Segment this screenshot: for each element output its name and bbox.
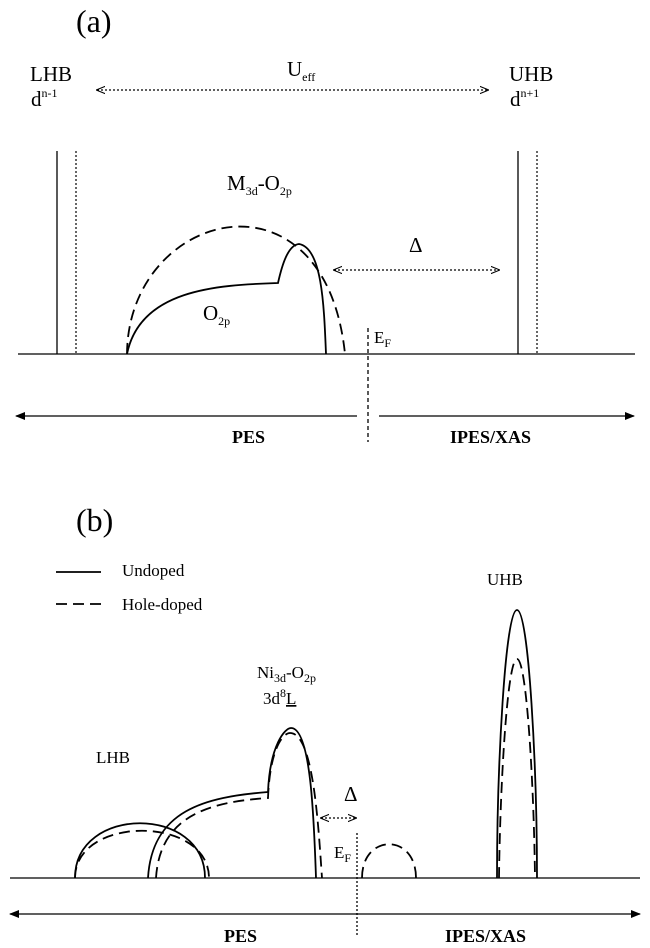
fermi-a-label: EF	[374, 328, 391, 350]
uhb-config: dn+1	[510, 86, 539, 111]
panel-b-label: (b)	[76, 502, 113, 538]
legend: Undoped Hole-doped	[56, 561, 203, 614]
doped-hole-states	[361, 843, 417, 879]
legend-undoped-label: Undoped	[122, 561, 185, 580]
panel-a: (a) LHB dn-1 UHB dn+1 Ueff M3d-O2p Δ O2p…	[15, 3, 635, 447]
nio-band-undoped	[147, 727, 317, 879]
fermi-b-label: EF	[334, 843, 351, 865]
pes-b-label: PES	[224, 926, 257, 946]
ni3d-o2p-label: Ni3d-O2p	[257, 663, 316, 685]
o2p-band-doped	[126, 225, 346, 355]
o2p-band-undoped	[126, 243, 327, 355]
pes-a-label: PES	[232, 427, 265, 447]
lhb-b-label: LHB	[96, 748, 130, 767]
o2p-label: O2p	[203, 301, 230, 328]
ipes-a-label: IPES/XAS	[450, 427, 531, 447]
ligand-hole-label: 3d8L	[263, 686, 296, 708]
panel-a-label: (a)	[76, 3, 112, 39]
lhb-band-doped	[74, 830, 210, 879]
nio-band-doped	[155, 732, 323, 879]
lhb-config: dn-1	[31, 86, 58, 111]
lhb-band-undoped	[74, 822, 206, 879]
lhb-label: LHB	[30, 62, 72, 86]
uhb-label: UHB	[509, 62, 553, 86]
delta-b-label: Δ	[344, 782, 358, 806]
ueff-label: Ueff	[287, 57, 315, 84]
m3d-o2p-label: M3d-O2p	[227, 171, 292, 198]
uhb-b-label: UHB	[487, 570, 523, 589]
ipes-b-label: IPES/XAS	[445, 926, 526, 946]
legend-hole-doped-label: Hole-doped	[122, 595, 203, 614]
uhb-peak-undoped	[496, 609, 538, 879]
uhb-peak-doped	[498, 658, 536, 879]
panel-b: (b) Undoped Hole-doped UHB Ni3d-O2p 3d8L…	[9, 502, 641, 946]
delta-a-label: Δ	[409, 233, 423, 257]
